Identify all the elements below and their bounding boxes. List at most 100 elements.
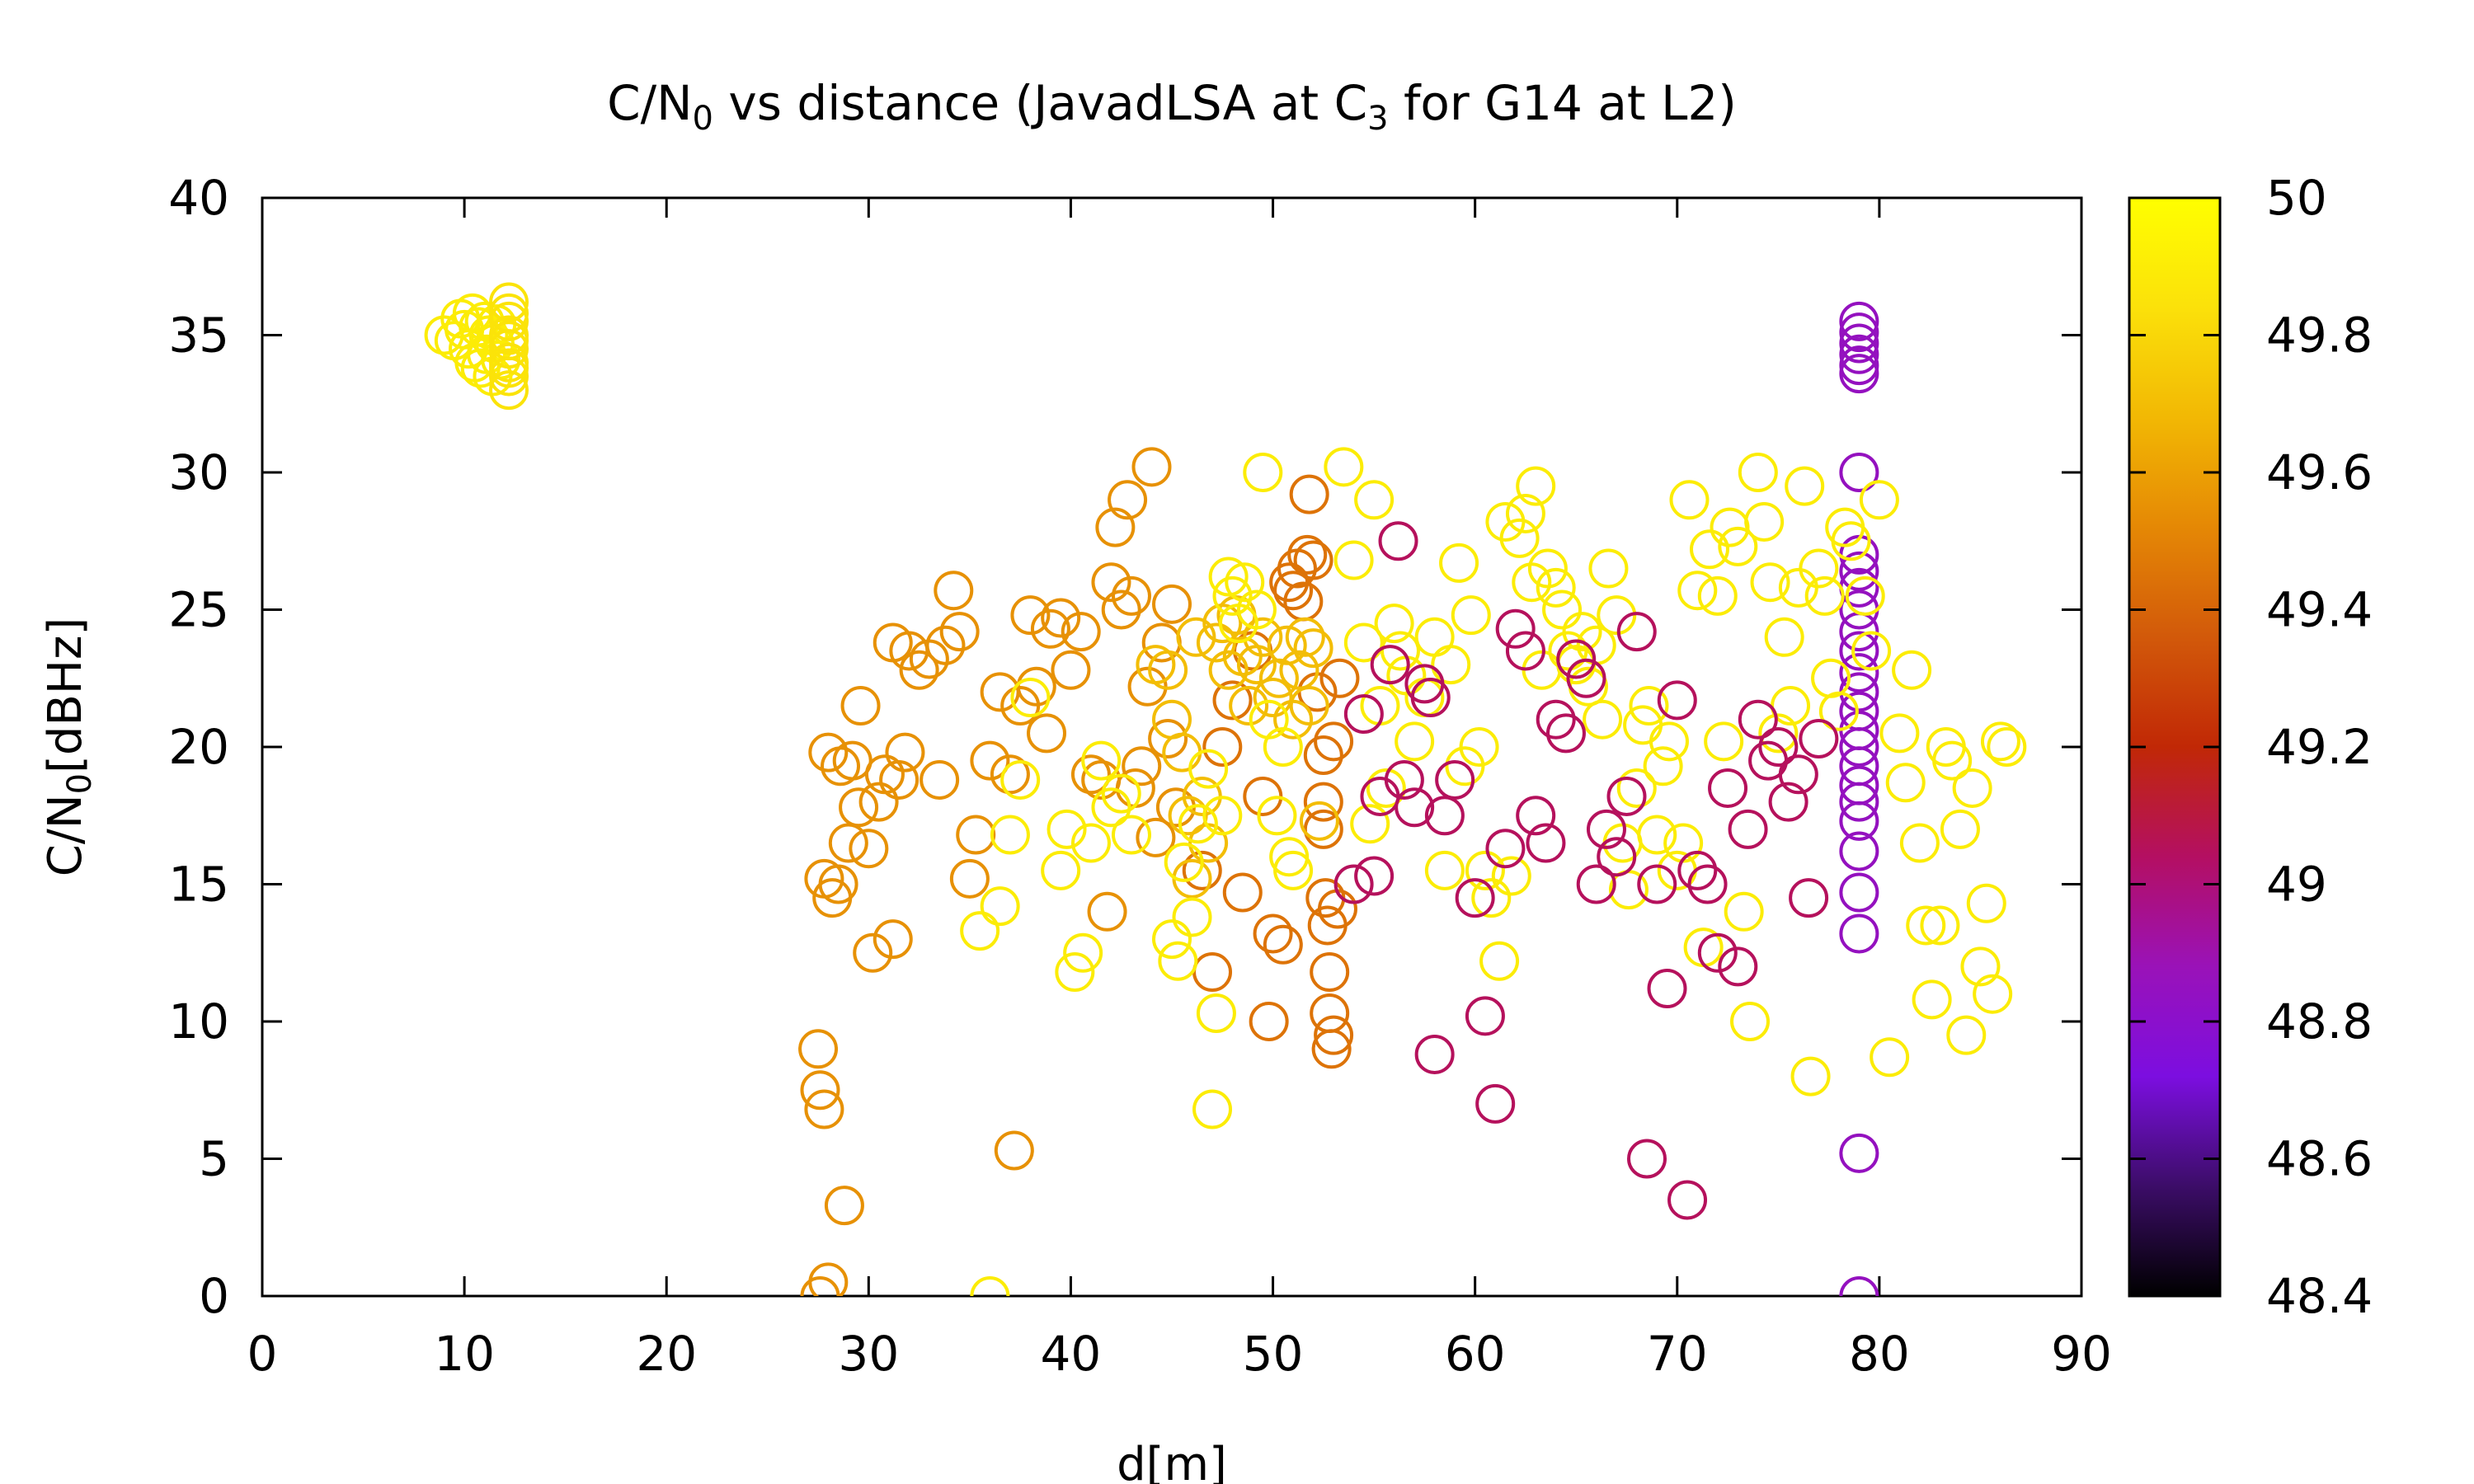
data-point xyxy=(1016,666,1056,707)
data-point xyxy=(1697,932,1738,973)
data-point xyxy=(1041,598,1081,638)
data-point xyxy=(804,1089,844,1129)
x-tick-label: 20 xyxy=(636,1326,697,1382)
data-point xyxy=(1225,562,1265,603)
data-point xyxy=(1505,493,1545,533)
data-point xyxy=(1677,850,1718,890)
data-point xyxy=(1108,480,1148,520)
data-point xyxy=(489,370,529,411)
data-point xyxy=(1851,631,1892,671)
colorbar-tick-label: 49.4 xyxy=(2266,582,2373,638)
data-point xyxy=(1499,518,1540,558)
data-point xyxy=(1141,622,1182,663)
data-point xyxy=(920,759,960,800)
data-point xyxy=(1597,837,1637,877)
data-point xyxy=(1243,617,1283,657)
data-point xyxy=(1542,589,1583,630)
data-point xyxy=(1293,540,1333,580)
data-point xyxy=(1704,721,1744,762)
data-point xyxy=(1647,969,1687,1009)
data-point xyxy=(1451,595,1491,636)
data-point xyxy=(1343,694,1384,735)
data-point xyxy=(1789,878,1829,918)
data-point xyxy=(800,1276,840,1296)
data-point xyxy=(1616,612,1657,652)
data-point xyxy=(1176,617,1216,657)
data-point xyxy=(1431,645,1471,685)
data-point xyxy=(1906,905,1946,946)
data-point xyxy=(1491,856,1531,896)
data-point xyxy=(1212,680,1253,721)
y-tick-label: 20 xyxy=(168,719,229,775)
data-point xyxy=(849,829,889,869)
y-tick-label: 30 xyxy=(168,444,229,500)
data-point xyxy=(1718,526,1758,566)
data-point xyxy=(1279,650,1319,690)
y-tick-label: 25 xyxy=(168,582,229,638)
data-point xyxy=(1087,891,1127,932)
data-point xyxy=(1350,804,1390,844)
data-point xyxy=(970,740,1010,781)
data-point xyxy=(1055,952,1095,993)
data-point xyxy=(1273,571,1314,611)
data-point xyxy=(1566,658,1606,698)
data-point xyxy=(1799,548,1839,589)
data-point xyxy=(1839,1276,1879,1296)
data-point xyxy=(1148,719,1188,759)
y-axis-label: C/N0[dBHz] xyxy=(39,618,99,876)
data-point xyxy=(1370,645,1410,685)
data-point xyxy=(1310,952,1350,993)
data-point xyxy=(1818,691,1859,731)
data-point xyxy=(1410,678,1451,718)
data-point xyxy=(1677,571,1718,611)
data-point xyxy=(808,732,849,773)
data-point xyxy=(1839,1133,1879,1173)
data-point xyxy=(1148,650,1188,690)
data-point xyxy=(960,911,1000,951)
data-point xyxy=(1202,727,1243,767)
data-point xyxy=(1378,521,1418,561)
data-point xyxy=(858,782,899,822)
data-point xyxy=(1859,480,1899,520)
data-point xyxy=(1689,529,1729,570)
data-point xyxy=(1027,713,1067,754)
data-point xyxy=(1152,584,1192,624)
data-point xyxy=(1030,608,1070,649)
data-point xyxy=(1354,480,1395,520)
data-point xyxy=(798,1029,839,1069)
data-point xyxy=(1249,1002,1289,1041)
data-point xyxy=(1839,312,1879,353)
y-tick-label: 0 xyxy=(199,1268,229,1324)
data-point xyxy=(1920,905,1960,946)
data-point xyxy=(1414,617,1455,657)
data-point xyxy=(956,815,996,855)
data-point xyxy=(1111,815,1151,855)
data-point xyxy=(1839,334,1879,374)
data-point xyxy=(1728,809,1768,849)
data-point xyxy=(1606,776,1647,816)
data-point xyxy=(990,754,1030,795)
colorbar-tick-label: 48.8 xyxy=(2266,993,2373,1050)
data-point xyxy=(1616,768,1657,808)
data-point xyxy=(1267,625,1307,665)
data-point xyxy=(1374,603,1414,644)
plot-area xyxy=(261,196,2083,1298)
data-point xyxy=(1667,1180,1708,1220)
data-point xyxy=(1314,1015,1354,1055)
data-point xyxy=(1527,548,1568,589)
colorbar-tick-label: 49.8 xyxy=(2266,308,2373,364)
data-point xyxy=(1885,763,1926,803)
data-point xyxy=(1960,946,2001,987)
data-point xyxy=(800,1070,840,1111)
data-point xyxy=(1495,608,1536,649)
data-point xyxy=(1730,1002,1771,1041)
data-point xyxy=(1839,551,1879,591)
data-point xyxy=(1966,883,2006,923)
data-point xyxy=(1839,913,1879,954)
data-point xyxy=(939,612,980,652)
data-point xyxy=(899,650,939,690)
data-point xyxy=(1273,850,1314,890)
data-point xyxy=(1586,809,1626,849)
data-point xyxy=(1778,754,1818,795)
data-point xyxy=(1439,542,1479,583)
